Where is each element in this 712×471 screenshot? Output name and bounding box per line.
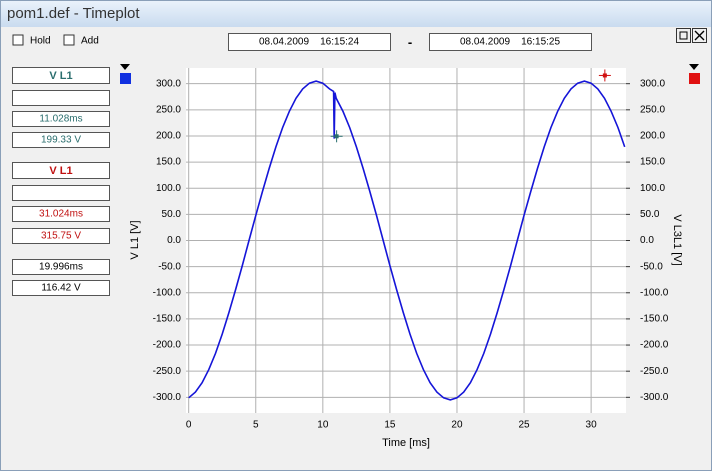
end-time-box[interactable]: [429, 33, 592, 51]
time-box: [12, 206, 110, 222]
y-tick-label: -250.0: [153, 366, 182, 377]
y2-tick-label: -300.0: [640, 392, 669, 403]
dropdown-arrow[interactable]: [689, 64, 699, 70]
y2-tick-label: 300.0: [640, 78, 665, 89]
x-tick-label: 30: [586, 420, 598, 431]
y-tick-label: 100.0: [156, 183, 181, 194]
x-tick-label: 15: [384, 420, 396, 431]
start-time[interactable]: 08.04.2009 16:15:24: [259, 37, 360, 48]
y2-tick-label: -200.0: [640, 340, 669, 351]
cursor-time: 31.024ms: [39, 209, 83, 220]
range-separator: -: [408, 34, 412, 49]
value-box: [12, 132, 110, 148]
y2-tick-label: -50.0: [640, 261, 663, 272]
y-tick-label: -200.0: [153, 340, 182, 351]
cursor-marker: [334, 134, 339, 139]
channel-label[interactable]: V L1: [49, 70, 72, 82]
y-tick-label: 300.0: [156, 78, 181, 89]
channel-box[interactable]: [12, 162, 110, 179]
empty-box: [12, 90, 110, 106]
title-bar: [1, 1, 711, 27]
empty-box: [12, 185, 110, 201]
x-tick-label: 0: [186, 420, 192, 431]
channel-box[interactable]: [12, 67, 110, 84]
cursor-time: 11.028ms: [39, 114, 82, 125]
dropdown-arrow[interactable]: [120, 64, 130, 70]
diff-time: 19.996ms: [39, 262, 83, 273]
cursor-value: 315.75 V: [41, 231, 81, 242]
channel-label[interactable]: V L1: [49, 165, 72, 177]
y-tick-label: 200.0: [156, 131, 181, 142]
end-time[interactable]: 08.04.2009 16:15:25: [460, 37, 561, 48]
y2-tick-label: 150.0: [640, 157, 665, 168]
diff-value-box: [12, 280, 110, 296]
x-tick-label: 5: [253, 420, 259, 431]
y-tick-label: 250.0: [156, 104, 181, 115]
y-tick-label: 0.0: [167, 235, 181, 246]
x-tick-label: 20: [451, 420, 463, 431]
close-icon: [694, 30, 705, 41]
x-axis-title: Time [ms]: [382, 437, 430, 449]
y2-tick-label: 200.0: [640, 131, 665, 142]
window-title: pom1.def - Timeplot: [7, 5, 140, 22]
restore-icon: [679, 31, 688, 40]
y2-tick-label: -250.0: [640, 366, 669, 377]
diff-value: 116.42 V: [41, 283, 81, 294]
y-tick-label: 50.0: [162, 209, 182, 220]
y-tick-label: -50.0: [158, 261, 181, 272]
y-tick-label: 150.0: [156, 157, 181, 168]
value-box: [12, 228, 110, 244]
y-axis-title: V L1 [V]: [129, 220, 141, 259]
diff-time-box: [12, 259, 110, 275]
hold-checkbox[interactable]: [12, 34, 24, 46]
left-channel-swatch[interactable]: [120, 73, 131, 84]
cursor-marker: [602, 73, 607, 78]
start-time-box[interactable]: [228, 33, 391, 51]
hold-label[interactable]: Hold: [30, 36, 51, 47]
y2-tick-label: 100.0: [640, 183, 665, 194]
window-buttons: [676, 28, 707, 43]
y2-tick-label: -150.0: [640, 314, 669, 325]
cursor-value: 199.33 V: [41, 135, 81, 146]
restore-button[interactable]: [676, 28, 691, 43]
y2-axis-title: V L3L1 [V]: [671, 214, 683, 265]
y-tick-label: -300.0: [153, 392, 182, 403]
x-tick-label: 10: [317, 420, 329, 431]
signal-line: [188, 80, 626, 401]
time-box: [12, 111, 110, 127]
y-tick-label: -150.0: [153, 314, 182, 325]
cursor-panel: V L1 11.028ms 199.33 V V L1 31.024ms 315…: [12, 67, 110, 296]
add-label[interactable]: Add: [81, 36, 99, 47]
right-channel-swatch[interactable]: [689, 73, 700, 84]
y2-tick-label: -100.0: [640, 287, 669, 298]
y2-tick-label: 0.0: [640, 235, 654, 246]
y-tick-label: -100.0: [153, 287, 182, 298]
y2-tick-label: 50.0: [640, 209, 660, 220]
add-checkbox[interactable]: [63, 34, 75, 46]
x-tick-label: 25: [518, 420, 530, 431]
y2-tick-label: 250.0: [640, 104, 665, 115]
